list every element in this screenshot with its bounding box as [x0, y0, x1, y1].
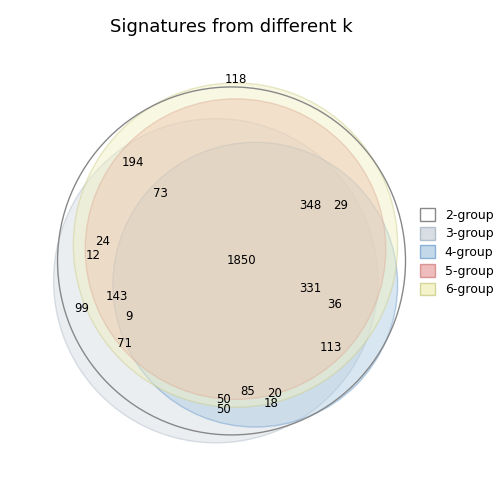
Text: 113: 113 [319, 341, 342, 354]
Text: 1850: 1850 [227, 255, 256, 268]
Text: 24: 24 [96, 235, 110, 247]
Title: Signatures from different k: Signatures from different k [110, 18, 353, 36]
Legend: 2-group, 3-group, 4-group, 5-group, 6-group: 2-group, 3-group, 4-group, 5-group, 6-gr… [420, 208, 493, 296]
Text: 71: 71 [117, 338, 132, 350]
Text: 194: 194 [121, 156, 144, 168]
Text: 85: 85 [240, 385, 255, 398]
Circle shape [74, 83, 398, 407]
Text: 99: 99 [74, 302, 89, 315]
Text: 143: 143 [106, 290, 128, 303]
Circle shape [85, 99, 386, 399]
Text: 20: 20 [268, 387, 282, 400]
Text: 9: 9 [125, 310, 133, 323]
Text: 73: 73 [153, 187, 168, 200]
Text: 12: 12 [86, 248, 101, 262]
Text: 36: 36 [327, 298, 342, 311]
Text: 29: 29 [333, 199, 348, 212]
Text: 50: 50 [216, 393, 231, 406]
Text: 348: 348 [299, 199, 322, 212]
Circle shape [113, 142, 398, 427]
Text: 331: 331 [299, 282, 322, 295]
Text: 18: 18 [264, 397, 279, 410]
Circle shape [53, 118, 378, 443]
Text: 50: 50 [216, 403, 231, 416]
Text: 118: 118 [224, 73, 246, 86]
